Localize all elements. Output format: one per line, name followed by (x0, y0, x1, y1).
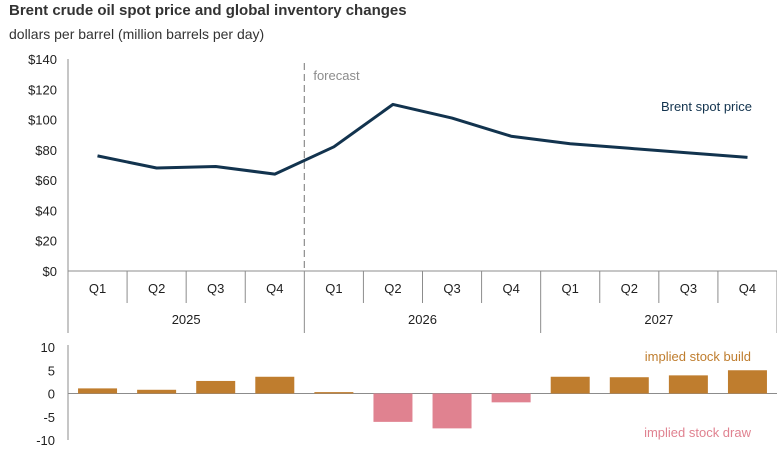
x-quarter-label: Q3 (443, 281, 460, 296)
label-stock-build: implied stock build (645, 349, 751, 364)
y-tick-label: $120 (28, 82, 57, 97)
y-tick-label: $40 (35, 203, 57, 218)
y-tick-label: $80 (35, 143, 57, 158)
inventory-bar (609, 377, 649, 394)
x-quarter-label: Q2 (148, 281, 165, 296)
x-quarter-label: Q1 (325, 281, 342, 296)
inventory-bar (196, 380, 236, 394)
forecast-label: forecast (313, 68, 360, 83)
inventory-bar (432, 393, 472, 429)
y-tick-label: $60 (35, 173, 57, 188)
x-quarter-label: Q4 (739, 281, 756, 296)
inventory-bar (727, 370, 767, 394)
chart-subtitle: dollars per barrel (million barrels per … (9, 26, 265, 42)
inventory-bar (550, 376, 590, 394)
inventory-bar (491, 393, 531, 403)
y-tick-label: $20 (35, 234, 57, 249)
x-quarter-label: Q4 (502, 281, 519, 296)
series-label-brent: Brent spot price (661, 99, 752, 114)
y-tick-label-bottom: 5 (48, 363, 55, 378)
inventory-bar (373, 393, 413, 422)
x-year-label: 2027 (644, 312, 673, 327)
brent-price-line (97, 102, 748, 176)
x-quarter-label: Q3 (680, 281, 697, 296)
x-year-label: 2025 (172, 312, 201, 327)
inventory-bar (255, 376, 295, 394)
x-quarter-label: Q1 (89, 281, 106, 296)
y-tick-label: $0 (43, 264, 57, 279)
x-quarter-label: Q2 (384, 281, 401, 296)
inventory-bar (668, 375, 708, 394)
x-quarter-label: Q2 (621, 281, 638, 296)
inventory-bar (314, 392, 354, 394)
x-quarter-label: Q4 (266, 281, 283, 296)
y-tick-label: $140 (28, 52, 57, 67)
y-tick-label-bottom: -10 (36, 433, 55, 448)
y-tick-label: $100 (28, 113, 57, 128)
x-quarter-label: Q3 (207, 281, 224, 296)
x-quarter-label: Q1 (562, 281, 579, 296)
y-tick-label-bottom: -5 (43, 410, 55, 425)
inventory-bar (78, 388, 118, 394)
label-stock-draw: implied stock draw (644, 425, 752, 440)
inventory-bar (137, 389, 177, 394)
y-tick-label-bottom: 10 (41, 340, 55, 355)
chart-title: Brent crude oil spot price and global in… (9, 2, 407, 19)
y-tick-label-bottom: 0 (48, 387, 55, 402)
x-year-label: 2026 (408, 312, 437, 327)
